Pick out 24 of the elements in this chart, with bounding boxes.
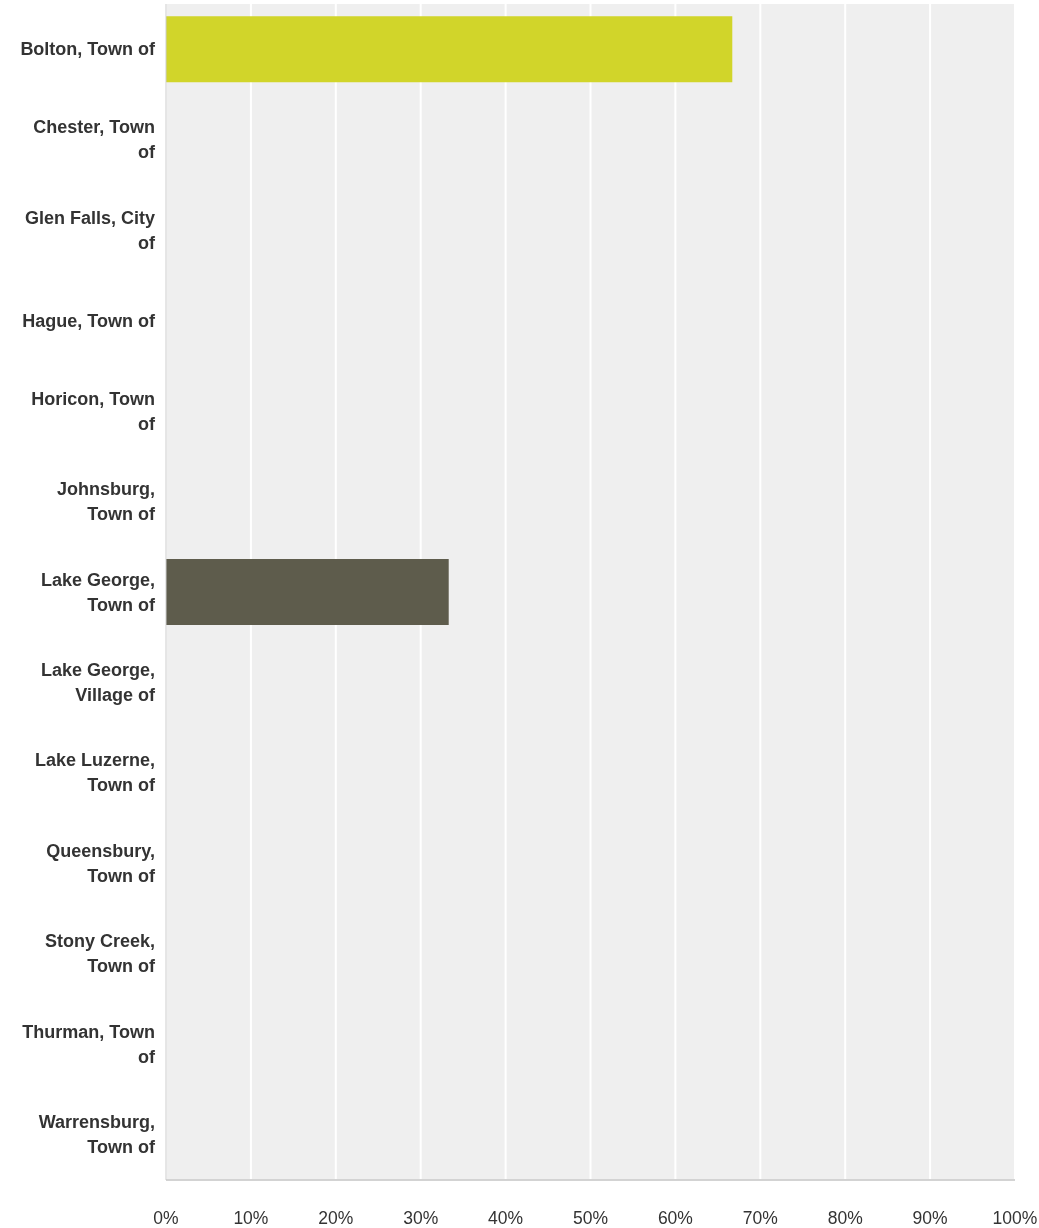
y-tick-label: Lake George, Village of (40, 659, 156, 705)
x-tick-label: 20% (318, 1208, 354, 1228)
x-tick-label: 40% (488, 1208, 524, 1228)
x-tick-label: 90% (912, 1208, 948, 1228)
y-tick-label: Lake Luzerne, Town of (34, 750, 157, 796)
x-tick-label: 60% (657, 1208, 693, 1228)
y-tick-label: Thurman, Town of (22, 1021, 156, 1067)
y-tick-label: Queensbury, Town of (46, 840, 157, 886)
y-tick-label: Warrensburg, Town of (38, 1112, 157, 1158)
x-tick-label: 80% (827, 1208, 863, 1228)
x-tick-label: 100% (992, 1208, 1038, 1228)
x-tick-label: 50% (572, 1208, 609, 1228)
y-tick-label: Hague, Town of (22, 310, 156, 331)
y-tick-label: Glen Falls, City of (24, 207, 156, 253)
y-tick-label: Horicon, Town of (31, 388, 156, 434)
x-tick-label: 70% (742, 1208, 778, 1228)
y-tick-label: Johnsburg, Town of (57, 479, 157, 525)
x-tick-label: 30% (403, 1208, 439, 1228)
y-tick-label: Bolton, Town of (20, 39, 156, 60)
x-tick-label: 0% (153, 1208, 179, 1228)
y-tick-label: Lake George, Town of (40, 569, 157, 615)
y-tick-label: Chester, Town of (33, 117, 156, 163)
x-tick-label: 10% (233, 1208, 269, 1228)
y-tick-label: Stony Creek, Town of (44, 931, 157, 977)
